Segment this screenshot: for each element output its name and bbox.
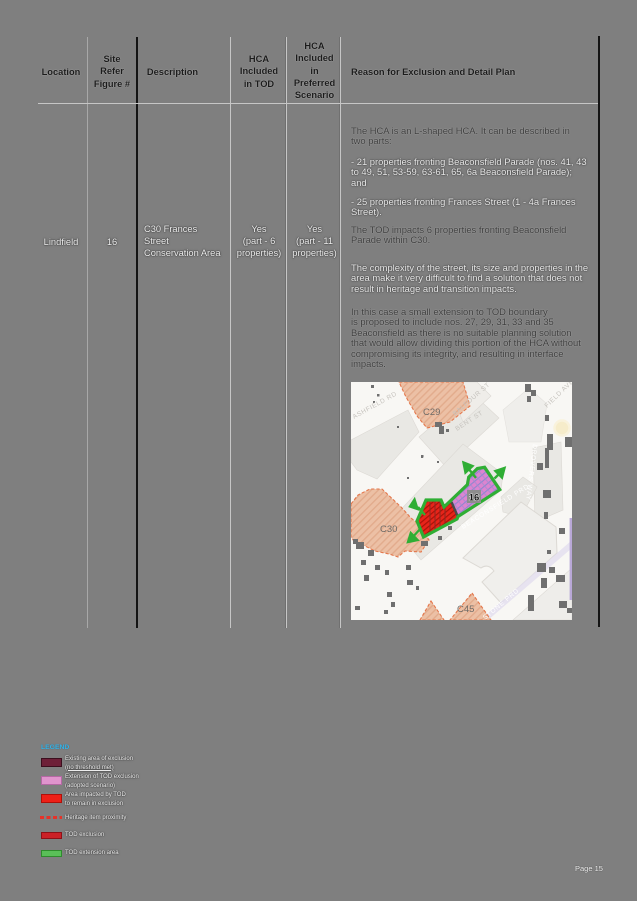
svg-text:C45: C45 <box>457 604 474 615</box>
svg-text:C30: C30 <box>380 524 397 535</box>
svg-text:16: 16 <box>469 493 480 504</box>
svg-text:C29: C29 <box>423 407 440 418</box>
